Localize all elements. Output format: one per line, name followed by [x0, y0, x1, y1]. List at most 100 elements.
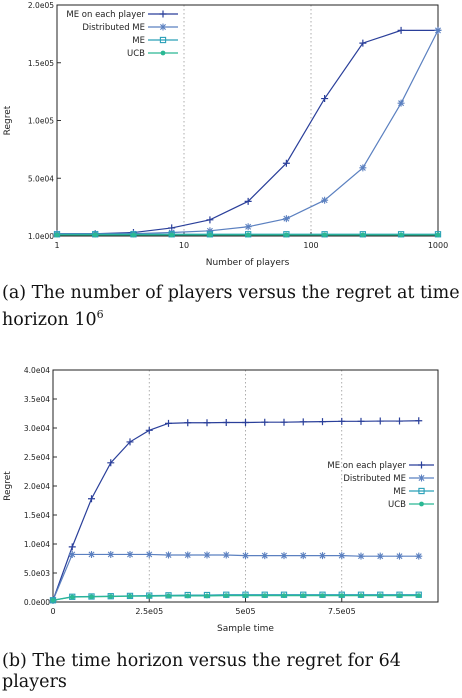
legend-label: UCB [388, 500, 406, 510]
data-point [146, 593, 152, 599]
data-point [169, 232, 175, 238]
data-point [282, 159, 290, 167]
data-point [223, 593, 229, 599]
caption-b-text: (b) The time horizon versus the regret f… [2, 651, 401, 692]
data-point [166, 593, 171, 599]
data-point [243, 593, 248, 599]
data-point [54, 232, 60, 238]
y-axis-label: Regret [3, 471, 13, 501]
series-line [57, 30, 439, 235]
y-tick-label: 4.0e04 [24, 366, 50, 375]
y-tick-label: 5.0e04 [28, 174, 54, 183]
data-point [338, 552, 346, 560]
legend-marker [159, 36, 167, 44]
data-point [244, 223, 252, 231]
x-tick-label: 1 [54, 241, 59, 250]
data-point [280, 418, 288, 426]
data-point [299, 418, 307, 426]
legend-label: ME on each player [66, 10, 145, 20]
caption-a: (a) The number of players versus the reg… [2, 283, 460, 331]
data-point [300, 593, 306, 599]
data-point [398, 232, 404, 238]
data-point [165, 551, 172, 559]
y-axis-label: Regret [3, 105, 13, 135]
series-line [57, 29, 438, 235]
caption-b: (b) The time horizon versus the regret f… [2, 651, 460, 693]
y-tick-label: 0.0e00 [24, 598, 50, 607]
data-point [203, 419, 211, 427]
data-point [321, 95, 329, 103]
legend: ME on each player Distributed ME ME UCB [327, 461, 434, 510]
data-point [185, 593, 191, 599]
legend-marker [159, 10, 167, 18]
y-tick-label: 1.0e04 [24, 540, 50, 549]
data-point [88, 550, 95, 558]
data-point [126, 438, 134, 446]
data-point [262, 593, 268, 599]
data-point [69, 594, 75, 600]
caption-a-text: (a) The number of players versus the reg… [2, 283, 460, 330]
data-point [89, 594, 94, 600]
data-point [322, 232, 328, 238]
y-tick-label: 2.0e04 [24, 482, 50, 491]
data-point [50, 597, 56, 603]
legend-label: ME on each player [327, 461, 406, 471]
data-point [92, 232, 98, 238]
y-tick-label: 3.0e04 [24, 424, 50, 433]
data-point [283, 232, 289, 238]
data-point [206, 227, 214, 235]
x-tick-label: 7.5e05 [328, 607, 356, 616]
legend-label: ME [132, 36, 145, 46]
data-point [131, 232, 136, 238]
x-tick-label: 1000 [428, 241, 448, 250]
data-point [359, 164, 367, 172]
data-point [280, 552, 288, 560]
caption-a-superscript: 6 [96, 308, 104, 321]
data-point [357, 417, 365, 425]
data-point [222, 418, 230, 426]
data-point [165, 419, 172, 427]
data-point [282, 215, 290, 223]
series-3 [54, 232, 441, 238]
y-tick-label: 2.0e05 [28, 1, 54, 10]
data-point [261, 418, 269, 426]
data-point [68, 543, 76, 551]
series-3 [50, 593, 422, 603]
chart-players-vs-regret: 1 10 100 1000 1.0e00 5.0e04 1.0e05 1.5e05 2.0e05… [3, 1, 448, 268]
data-point [376, 552, 384, 560]
data-point [359, 39, 367, 47]
legend-marker [159, 23, 167, 31]
data-point [126, 550, 134, 558]
data-point [338, 417, 346, 425]
data-point [376, 417, 384, 425]
data-point [127, 593, 133, 599]
plot-frame [52, 369, 439, 603]
x-axis-label: Sample time [217, 624, 274, 634]
data-point [242, 418, 249, 426]
data-point [108, 594, 114, 599]
data-point [203, 551, 211, 559]
x-tick-label: 100 [303, 241, 318, 250]
data-point [397, 99, 405, 107]
data-point [397, 26, 405, 34]
data-point [415, 417, 423, 425]
x-tick-label: 2.5e05 [135, 607, 163, 616]
legend-marker [160, 50, 166, 56]
y-tick-label: 2.5e04 [24, 453, 50, 462]
legend-marker [418, 461, 425, 469]
data-point [107, 550, 115, 558]
legend: ME on each player Distributed ME ME UCB [66, 10, 178, 59]
data-point [339, 593, 345, 599]
chart-time-vs-regret: 0 2.5e05 5e05 7.5e05 0.0e00 5.0e03 1.0e04 1.5e0… [3, 366, 439, 634]
data-point [299, 552, 307, 560]
series-2 [49, 591, 422, 604]
y-tick-label: 1.0e05 [28, 117, 54, 126]
data-point [320, 593, 325, 599]
series-1 [53, 26, 442, 238]
data-point [319, 418, 326, 426]
data-point [396, 552, 403, 560]
data-point [88, 495, 95, 503]
data-point [204, 593, 210, 599]
data-point [415, 552, 423, 560]
data-point [207, 232, 213, 238]
